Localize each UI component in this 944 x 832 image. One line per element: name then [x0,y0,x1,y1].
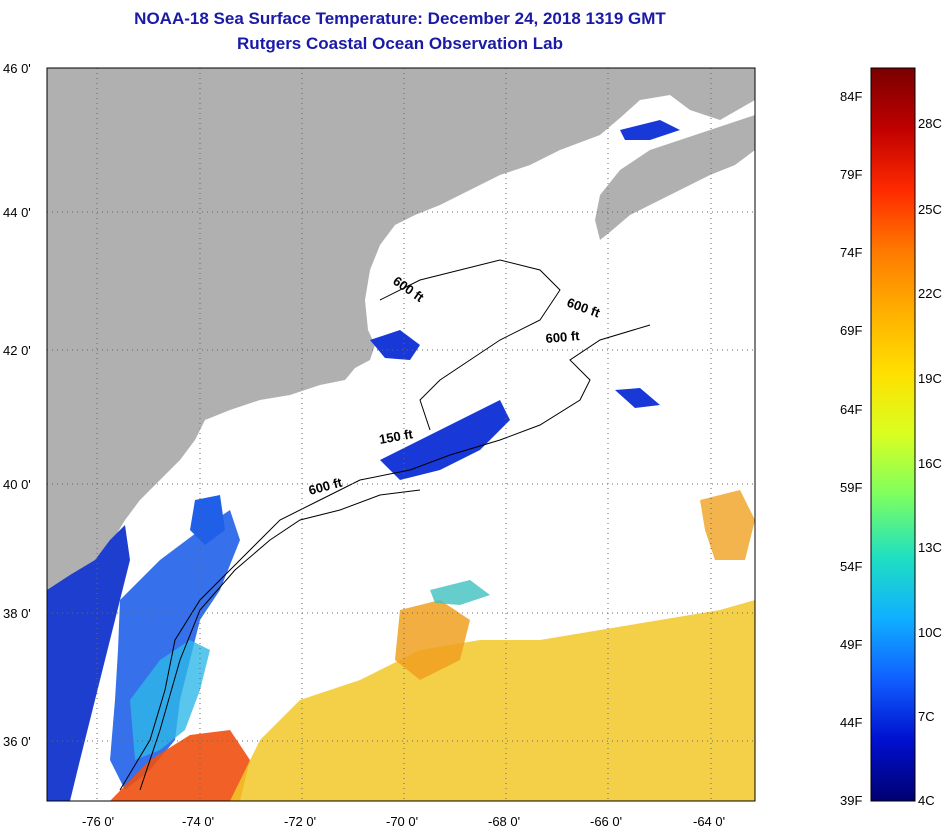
land-mainland [47,68,755,760]
colorbar-f-label: 64F [840,402,863,417]
colorbar-f-label: 49F [840,637,863,652]
colorbar [870,67,916,802]
lon-tick-label: -76 0' [82,814,114,829]
hot-water-patch [110,730,250,801]
map-subtitle: Rutgers Coastal Ocean Observation Lab [237,34,563,53]
colorbar-f-label: 54F [840,559,863,574]
orange-patch-east [700,490,755,560]
colorbar-f-label: 69F [840,323,863,338]
contour-label: 600 ft [545,328,581,346]
warm-water-region [230,600,755,801]
colorbar-c-label: 19C [918,371,942,386]
lat-tick-label: 44 0' [3,205,31,220]
chesapeake-water [47,525,130,801]
teal-spots [430,580,490,605]
lon-tick-label: -74 0' [182,814,214,829]
colorbar-c-label: 25C [918,202,942,217]
colorbar-f-label: 79F [840,167,863,182]
colorbar-c-label: 16C [918,456,942,471]
cold-patch-north [620,120,680,140]
orange-patch [395,600,470,680]
lat-tick-label: 46 0' [3,61,31,76]
contour-label: 150 ft [378,426,415,447]
cyan-band [130,640,210,760]
contour-600ft-shelf [119,324,651,791]
cold-patch-shelf [190,495,225,545]
colorbar-f-label: 59F [840,480,863,495]
cold-patch-georges [380,400,510,480]
lat-tick-label: 38 0' [3,606,31,621]
colorbar-c-label: 13C [918,540,942,555]
colorbar-f-label: 44F [840,715,863,730]
lat-tick-label: 40 0' [3,477,31,492]
lon-tick-label: -70 0' [386,814,418,829]
graticule [47,68,755,801]
map-title: NOAA-18 Sea Surface Temperature: Decembe… [134,9,666,28]
colorbar-c-label: 4C [918,793,935,808]
colorbar-c-label: 28C [918,116,942,131]
colorbar-c-label: 10C [918,625,942,640]
colorbar-c-label: 22C [918,286,942,301]
contour-150ft [139,489,421,791]
cold-patch-gulf [370,330,420,360]
lon-tick-label: -72 0' [284,814,316,829]
colorbar-f-label: 74F [840,245,863,260]
land-nova-scotia [595,115,755,240]
lat-tick-label: 42 0' [3,343,31,358]
contour-gulf [379,259,561,431]
lat-tick-label: 36 0' [3,734,31,749]
colorbar-c-label: 7C [918,709,935,724]
colorbar-f-label: 84F [840,89,863,104]
map-frame [46,67,756,802]
cold-patch-east [615,388,660,408]
lon-tick-label: -66 0' [590,814,622,829]
lon-tick-label: -68 0' [488,814,520,829]
lon-tick-label: -64 0' [693,814,725,829]
colorbar-f-label: 39F [840,793,863,808]
